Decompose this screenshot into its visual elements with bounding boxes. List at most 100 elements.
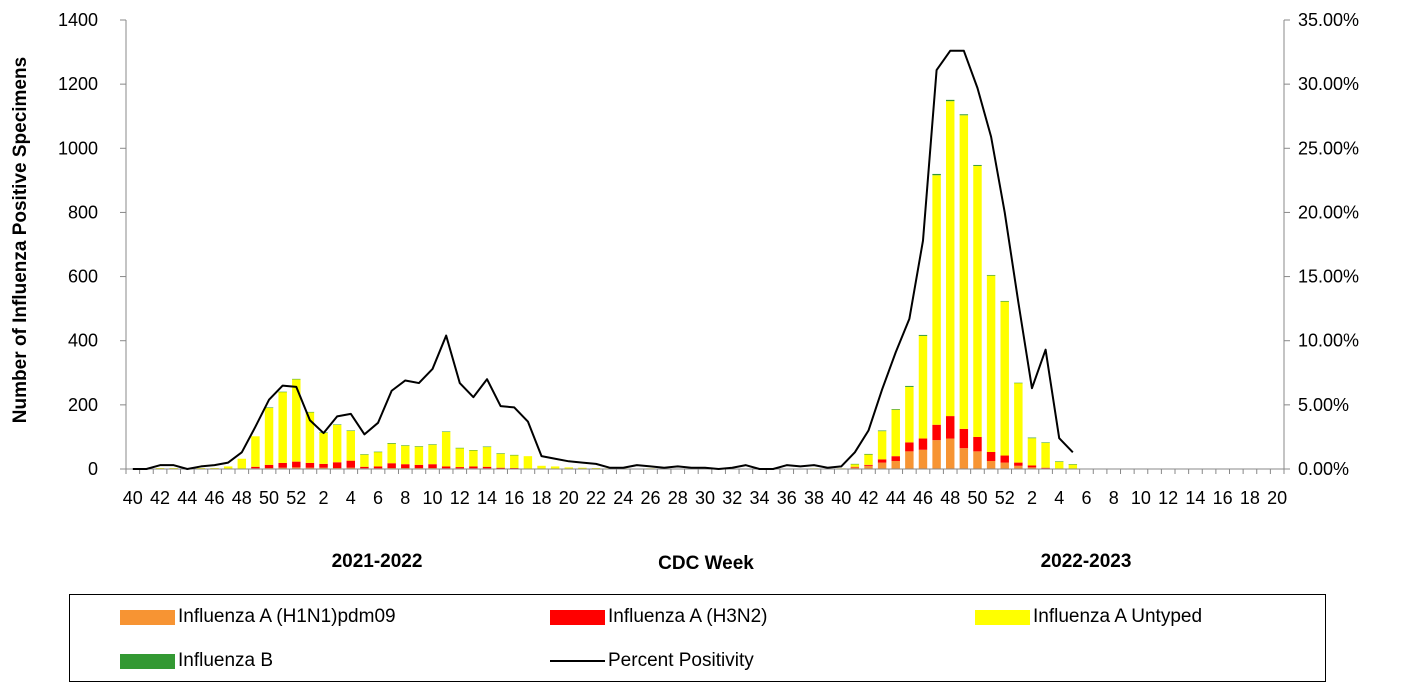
y2-tick-label: 35.00% xyxy=(1298,10,1359,30)
legend-label-influenza-b: Influenza B xyxy=(178,650,274,671)
bar-series2-week-7 xyxy=(223,466,233,469)
bar-series2-week-14 xyxy=(319,432,328,464)
x-tick-label: 44 xyxy=(886,488,906,508)
bar-series2-week-17 xyxy=(360,454,369,467)
x-tick-label: 52 xyxy=(286,488,306,508)
bar-series2-week-55 xyxy=(877,431,887,460)
legend-item-h3n2: Influenza A (H3N2) xyxy=(550,605,767,629)
x-tick-label: 10 xyxy=(423,488,443,508)
bar-series1-week-58 xyxy=(918,438,928,450)
legend-item-percent-positivity: Percent Positivity xyxy=(550,649,754,673)
x-tick-label: 50 xyxy=(967,488,987,508)
bar-series3-week-24 xyxy=(455,447,464,449)
bar-series1-week-15 xyxy=(332,462,342,469)
tick-label-layer: 0 200 400 600 800 1000 1200 1400 0.00% 5.00% 10.00… xyxy=(58,10,1359,508)
bar-series1-week-62 xyxy=(973,436,982,452)
y-axis-title: Number of Influenza Positive Specimens xyxy=(10,57,31,423)
bar-series3-week-68 xyxy=(1054,461,1064,462)
bar-series3-week-17 xyxy=(360,454,369,455)
bar-series0-week-59 xyxy=(932,440,941,469)
x-tick-label: 36 xyxy=(777,488,797,508)
bar-series2-week-58 xyxy=(918,335,928,439)
bar-series2-week-10 xyxy=(264,407,274,465)
bar-series3-week-62 xyxy=(973,164,982,166)
chart-legend: Influenza A (H1N1)pdm09 Influenza A (H3N… xyxy=(69,594,1326,682)
x-tick-label: 16 xyxy=(504,488,524,508)
bar-series3-week-69 xyxy=(1068,464,1078,465)
bar-series1-week-23 xyxy=(441,466,451,469)
percent-positivity-line xyxy=(132,49,1074,470)
line-layer xyxy=(132,49,1074,470)
bar-series0-week-12 xyxy=(292,467,301,469)
bar-series2-week-30 xyxy=(537,465,546,469)
bar-series2-week-60 xyxy=(946,101,955,417)
bar-series0-week-16 xyxy=(346,467,356,469)
bar-series2-week-67 xyxy=(1041,442,1050,468)
y2-tick-label: 20.00% xyxy=(1298,202,1359,222)
bar-series2-week-64 xyxy=(1000,301,1009,456)
bar-series3-week-67 xyxy=(1041,442,1050,443)
bar-series3-week-58 xyxy=(918,334,928,336)
bar-series1-week-21 xyxy=(414,464,424,469)
legend-label-untyped: Influenza A Untyped xyxy=(1033,606,1203,627)
bar-series3-week-20 xyxy=(401,445,410,446)
bar-series2-week-56 xyxy=(891,409,900,457)
bar-series2-week-24 xyxy=(455,448,464,468)
bar-series0-week-60 xyxy=(946,438,955,469)
bar-series2-week-8 xyxy=(237,458,247,469)
x-tick-label: 46 xyxy=(913,488,933,508)
bar-series3-week-16 xyxy=(346,430,356,432)
bar-series2-week-29 xyxy=(523,456,533,469)
bar-layer xyxy=(155,99,1078,470)
bar-series0-week-63 xyxy=(986,460,996,469)
bar-series2-week-13 xyxy=(305,412,315,463)
x-axis-title: CDC Week xyxy=(658,553,754,574)
bar-series1-week-25 xyxy=(469,466,478,469)
y-tick-label: 800 xyxy=(68,202,98,222)
x-tick-label: 8 xyxy=(400,488,410,508)
x-tick-label: 30 xyxy=(695,488,715,508)
bar-series2-week-31 xyxy=(550,466,560,469)
bar-series1-week-57 xyxy=(905,442,914,452)
bar-series3-week-64 xyxy=(1000,300,1009,302)
bar-series3-week-61 xyxy=(959,114,969,116)
x-tick-label: 4 xyxy=(346,488,356,508)
x-tick-label: 28 xyxy=(668,488,688,508)
legend-line-percent-positivity xyxy=(550,660,605,662)
bar-series1-week-10 xyxy=(264,464,274,469)
bar-series2-week-59 xyxy=(932,175,941,425)
bar-series3-week-12 xyxy=(292,378,301,380)
bar-series2-week-15 xyxy=(332,424,342,463)
y-tick-label: 600 xyxy=(68,267,98,287)
x-tick-label: 22 xyxy=(586,488,606,508)
bar-series1-week-26 xyxy=(482,466,492,469)
x-tick-label: 16 xyxy=(1213,488,1233,508)
bar-series3-week-23 xyxy=(441,431,451,432)
bar-series3-week-10 xyxy=(264,407,274,408)
x-tick-label: 38 xyxy=(804,488,824,508)
bar-series3-week-18 xyxy=(373,451,383,453)
x-tick-label: 50 xyxy=(259,488,279,508)
x-tick-label: 12 xyxy=(1158,488,1178,508)
bar-series3-week-28 xyxy=(510,454,519,456)
x-tick-label: 2 xyxy=(1027,488,1037,508)
bar-series2-week-28 xyxy=(510,455,519,469)
bar-series0-week-65 xyxy=(1014,465,1023,469)
bar-series1-week-61 xyxy=(959,428,969,449)
axes-layer xyxy=(120,19,1290,474)
y2-tick-label: 30.00% xyxy=(1298,74,1359,94)
bar-series0-week-13 xyxy=(305,467,315,469)
season-label-2021-2022: 2021-2022 xyxy=(332,551,423,572)
y-tick-label: 200 xyxy=(68,395,98,415)
x-tick-label: 26 xyxy=(640,488,660,508)
bar-series2-week-57 xyxy=(905,386,914,443)
y2-tick-label: 25.00% xyxy=(1298,138,1359,158)
bar-series0-week-11 xyxy=(278,467,287,469)
x-tick-label: 34 xyxy=(749,488,769,508)
bar-series2-week-25 xyxy=(469,450,478,467)
legend-label-h3n2: Influenza A (H3N2) xyxy=(608,606,768,627)
bar-series1-week-60 xyxy=(946,416,955,439)
x-tick-label: 18 xyxy=(532,488,552,508)
x-tick-label: 40 xyxy=(123,488,143,508)
bar-series3-week-25 xyxy=(469,450,478,451)
